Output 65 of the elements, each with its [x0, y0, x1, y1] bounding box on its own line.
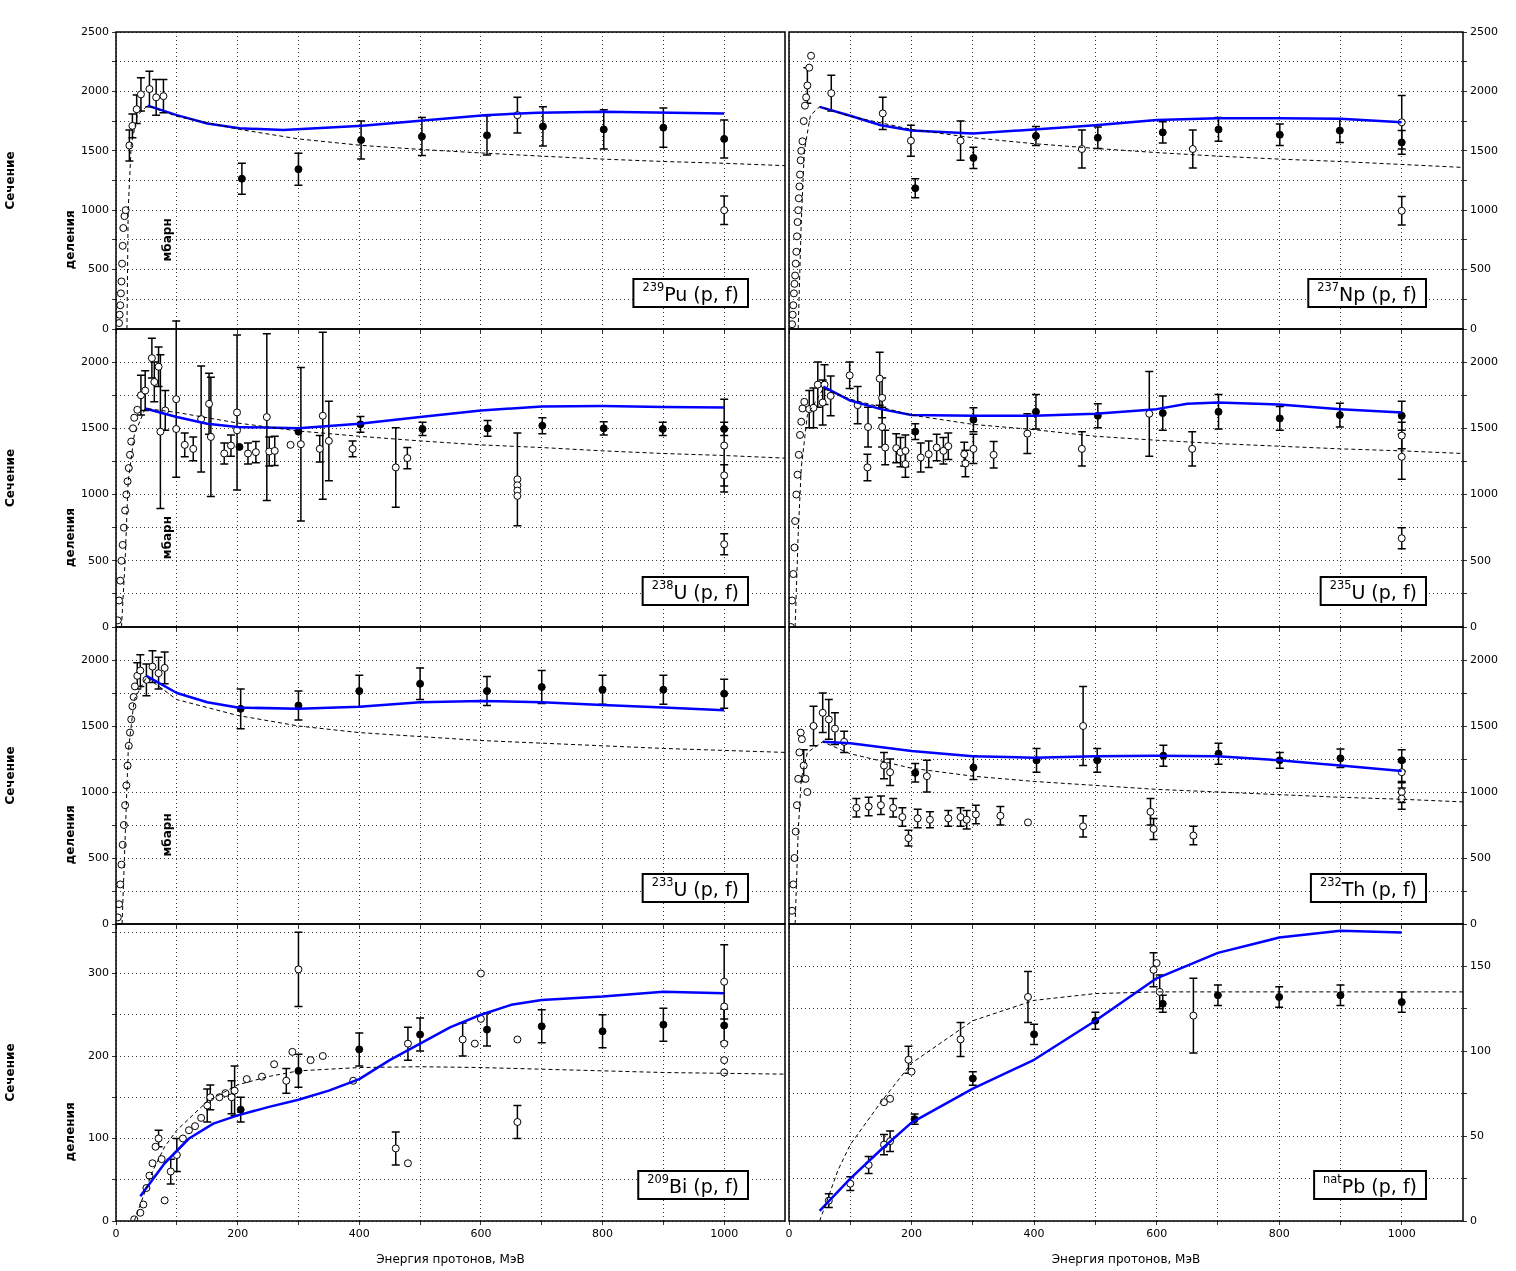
- y-tick-label: 0: [102, 321, 109, 335]
- y-tick-label: 0: [102, 1213, 109, 1227]
- y-axis-title: Сечение: [3, 151, 18, 210]
- y2-tick-label: 0: [1470, 916, 1477, 930]
- x-tick-label: 1000: [710, 1227, 739, 1241]
- y-tick-label: 1000: [81, 784, 109, 798]
- y2-tick-label: 1500: [1470, 421, 1498, 435]
- y-tick-label: 1500: [81, 421, 109, 435]
- y2-tick-label: 100: [1470, 1044, 1491, 1058]
- y-tick-label: 1500: [81, 143, 109, 157]
- y2-tick-label: 0: [1470, 321, 1477, 335]
- y2-tick-label: 0: [1470, 619, 1477, 633]
- y2-tick-label: 1000: [1470, 784, 1498, 798]
- y-tick-label: 2500: [81, 24, 109, 38]
- x-tick-label: 200: [901, 1227, 923, 1241]
- x-axis-title: Энергия протонов, МэВ: [376, 1251, 525, 1266]
- annotation: мбарн: [160, 813, 175, 857]
- y-tick-label: 200: [88, 1048, 109, 1062]
- y2-tick-label: 0: [1470, 1213, 1477, 1227]
- x-axis-title: Энергия протонов, МэВ: [1051, 1251, 1201, 1266]
- y2-tick-label: 1000: [1470, 203, 1498, 217]
- y-tick-label: 300: [88, 966, 109, 980]
- y2-tick-label: 1000: [1470, 487, 1498, 501]
- text: деления: [63, 1102, 78, 1162]
- y2-tick-label: 150: [1470, 959, 1491, 973]
- x-tick-label: 600: [1146, 1227, 1168, 1241]
- x-tick-label: 200: [227, 1227, 249, 1241]
- y2-tick-label: 2000: [1470, 652, 1498, 666]
- x-tick-label: 0: [112, 1227, 120, 1241]
- x-tick-label: 400: [348, 1227, 370, 1241]
- y2-tick-label: 2500: [1470, 24, 1498, 38]
- y-tick-label: 1500: [81, 718, 109, 732]
- y2-tick-label: 2000: [1470, 84, 1498, 98]
- x-tick-label: 1000: [1387, 1227, 1416, 1241]
- y-tick-label: 100: [88, 1131, 109, 1145]
- annotation: мбарн: [160, 516, 175, 560]
- y2-tick-label: 1500: [1470, 718, 1498, 732]
- y-axis-title: Сечение: [3, 448, 18, 508]
- x-tick-label: 800: [592, 1227, 614, 1241]
- text: деления: [63, 508, 78, 568]
- x-tick-label: 600: [470, 1227, 492, 1241]
- x-tick-label: 0: [785, 1227, 793, 1241]
- y2-tick-label: 2000: [1470, 354, 1498, 368]
- text: деления: [63, 210, 78, 270]
- y-tick-label: 2000: [81, 652, 109, 666]
- y2-tick-label: 500: [1470, 553, 1491, 567]
- y2-tick-label: 500: [1470, 850, 1491, 864]
- y2-tick-label: 1500: [1470, 143, 1498, 157]
- y-tick-label: 2000: [81, 84, 109, 98]
- y-axis-title: Сечение: [3, 746, 18, 805]
- y-tick-label: 0: [102, 916, 109, 930]
- y-tick-label: 1000: [81, 487, 109, 501]
- annotation: мбарн: [160, 218, 175, 262]
- y2-tick-label: 500: [1470, 262, 1491, 276]
- y-tick-label: 500: [88, 553, 109, 567]
- y-tick-label: 2000: [81, 354, 109, 368]
- y2-tick-label: 50: [1470, 1129, 1484, 1142]
- x-tick-label: 800: [1268, 1227, 1290, 1241]
- y-axis-title: Сечение: [3, 1043, 18, 1102]
- x-tick-label: 400: [1023, 1227, 1045, 1241]
- text: деления: [63, 805, 78, 865]
- y-tick-label: 1000: [81, 203, 109, 217]
- y-tick-label: 500: [88, 262, 109, 276]
- y-tick-label: 0: [102, 619, 109, 633]
- y-tick-label: 500: [88, 850, 109, 864]
